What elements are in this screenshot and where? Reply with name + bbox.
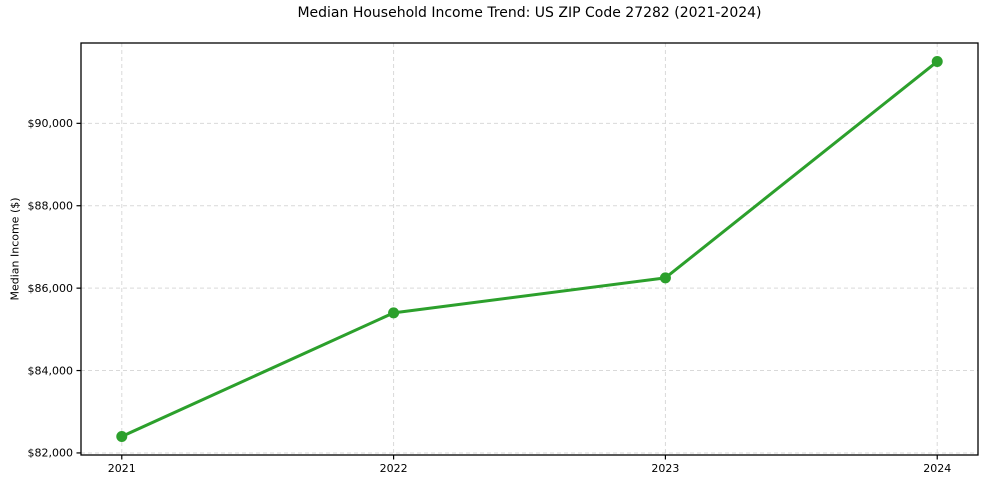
chart-title: Median Household Income Trend: US ZIP Co… — [297, 5, 762, 21]
x-tick-label: 2023 — [651, 462, 679, 475]
y-tick-label: $88,000 — [28, 200, 74, 213]
x-tick-label: 2022 — [380, 462, 408, 475]
y-tick-label: $82,000 — [28, 447, 74, 460]
y-tick-label: $84,000 — [28, 364, 74, 377]
data-point — [388, 307, 400, 319]
data-point — [659, 272, 671, 284]
y-tick-label: $90,000 — [28, 117, 74, 130]
x-tick-label: 2021 — [108, 462, 136, 475]
x-tick-label: 2024 — [923, 462, 951, 475]
data-point — [116, 430, 128, 442]
trend-line — [120, 60, 939, 438]
axes-frame — [80, 42, 979, 456]
data-point — [931, 56, 943, 68]
y-tick-label: $86,000 — [28, 282, 74, 295]
